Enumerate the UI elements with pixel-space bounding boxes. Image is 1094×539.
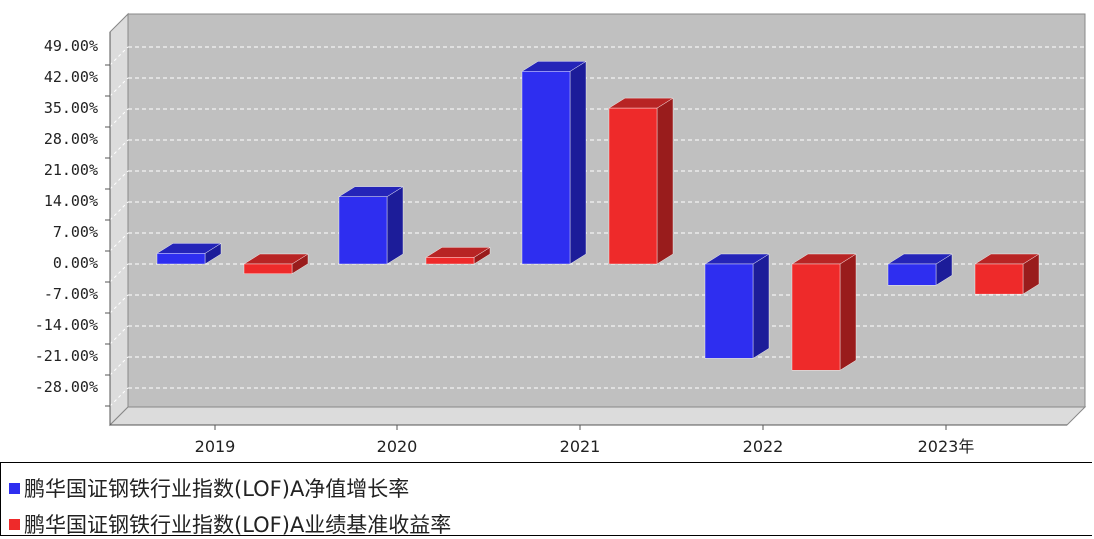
bar-side [752, 253, 770, 359]
grid-line-side [109, 201, 129, 221]
grid-line-side [109, 139, 129, 159]
grid-line-side [109, 232, 129, 252]
grid-line-side [109, 46, 129, 66]
bar-nav-growth-2022 [704, 253, 770, 359]
y-tick-label: 49.00% [44, 37, 98, 55]
grid-line-side [109, 77, 129, 97]
bar-nav-growth-2019 [156, 243, 222, 265]
bar-front [156, 253, 206, 265]
plot-border [127, 13, 1086, 408]
y-tick-label: 0.00% [53, 254, 98, 272]
legend-label: 鹏华国证钢铁行业指数(LOF)A业绩基准收益率 [24, 513, 452, 537]
bar-benchmark-2023年 [974, 253, 1040, 295]
y-tick-label: 28.00% [44, 130, 98, 148]
x-axis: 2019 2020 2021 2022 2023年 [110, 424, 1067, 456]
plot-floor [108, 406, 1087, 426]
bar-front [338, 196, 388, 265]
x-tick-label: 2023年 [918, 437, 975, 456]
bar-side [569, 60, 587, 265]
x-tick-label: 2022 [743, 437, 784, 456]
bar-side [656, 97, 674, 265]
grid-line-side [109, 294, 129, 314]
bar-benchmark-2021 [608, 97, 674, 265]
legend: 鹏华国证钢铁行业指数(LOF)A净值增长率 鹏华国证钢铁行业指数(LOF)A业绩… [0, 462, 1092, 539]
y-tick-label: -7.00% [44, 285, 98, 303]
bar-front [521, 71, 571, 265]
x-tick-label: 2019 [195, 437, 236, 456]
bar-nav-growth-2021 [521, 60, 587, 265]
legend-swatch-blue [9, 482, 20, 494]
grid-line-side [109, 263, 129, 283]
grid-line-side [109, 325, 129, 345]
y-tick-label: 35.00% [44, 99, 98, 117]
chart-frame [108, 12, 1087, 427]
legend-swatch-red [9, 518, 20, 530]
bar-front [704, 263, 754, 359]
bar-nav-growth-2020 [338, 186, 404, 265]
grid-line-side [109, 108, 129, 128]
bar-benchmark-2020 [425, 246, 491, 265]
legend-item-benchmark-return: 鹏华国证钢铁行业指数(LOF)A业绩基准收益率 [9, 509, 451, 539]
y-tick-label: -14.00% [35, 316, 98, 334]
legend-item-nav-growth: 鹏华国证钢铁行业指数(LOF)A净值增长率 [9, 473, 409, 503]
y-tick-label: -21.00% [35, 347, 98, 365]
bar-benchmark-2019 [243, 253, 309, 275]
bars [156, 60, 1040, 371]
plot-side-wall [109, 12, 129, 427]
grid-line-side [109, 356, 129, 376]
bar-chart: 49.00% 42.00% 35.00% 28.00% 21.00% 14.00% 7.00… [35, 12, 1087, 456]
y-tick-label: 21.00% [44, 161, 98, 179]
bar-front [791, 263, 841, 371]
y-tick-label: 7.00% [53, 223, 98, 241]
bar-side [386, 186, 404, 265]
bar-front [887, 263, 937, 286]
grid-line-side [109, 387, 129, 407]
bar-front [425, 257, 475, 265]
bar-front [243, 263, 293, 274]
bar-front [608, 107, 658, 265]
bar-nav-growth-2023年 [887, 253, 953, 286]
y-tick-label: 42.00% [44, 68, 98, 86]
x-tick-label: 2021 [560, 437, 601, 456]
grid-lines [109, 46, 1085, 407]
bar-front [974, 263, 1024, 295]
plot-background [128, 14, 1085, 407]
grid-line-side [109, 170, 129, 190]
y-tick-label: -28.00% [35, 378, 98, 396]
bar-side [839, 253, 857, 371]
legend-label: 鹏华国证钢铁行业指数(LOF)A净值增长率 [24, 477, 410, 501]
bar-benchmark-2022 [791, 253, 857, 371]
x-tick-label: 2020 [377, 437, 418, 456]
y-axis: 49.00% 42.00% 35.00% 28.00% 21.00% 14.00% 7.00… [35, 32, 111, 425]
y-tick-label: 14.00% [44, 192, 98, 210]
